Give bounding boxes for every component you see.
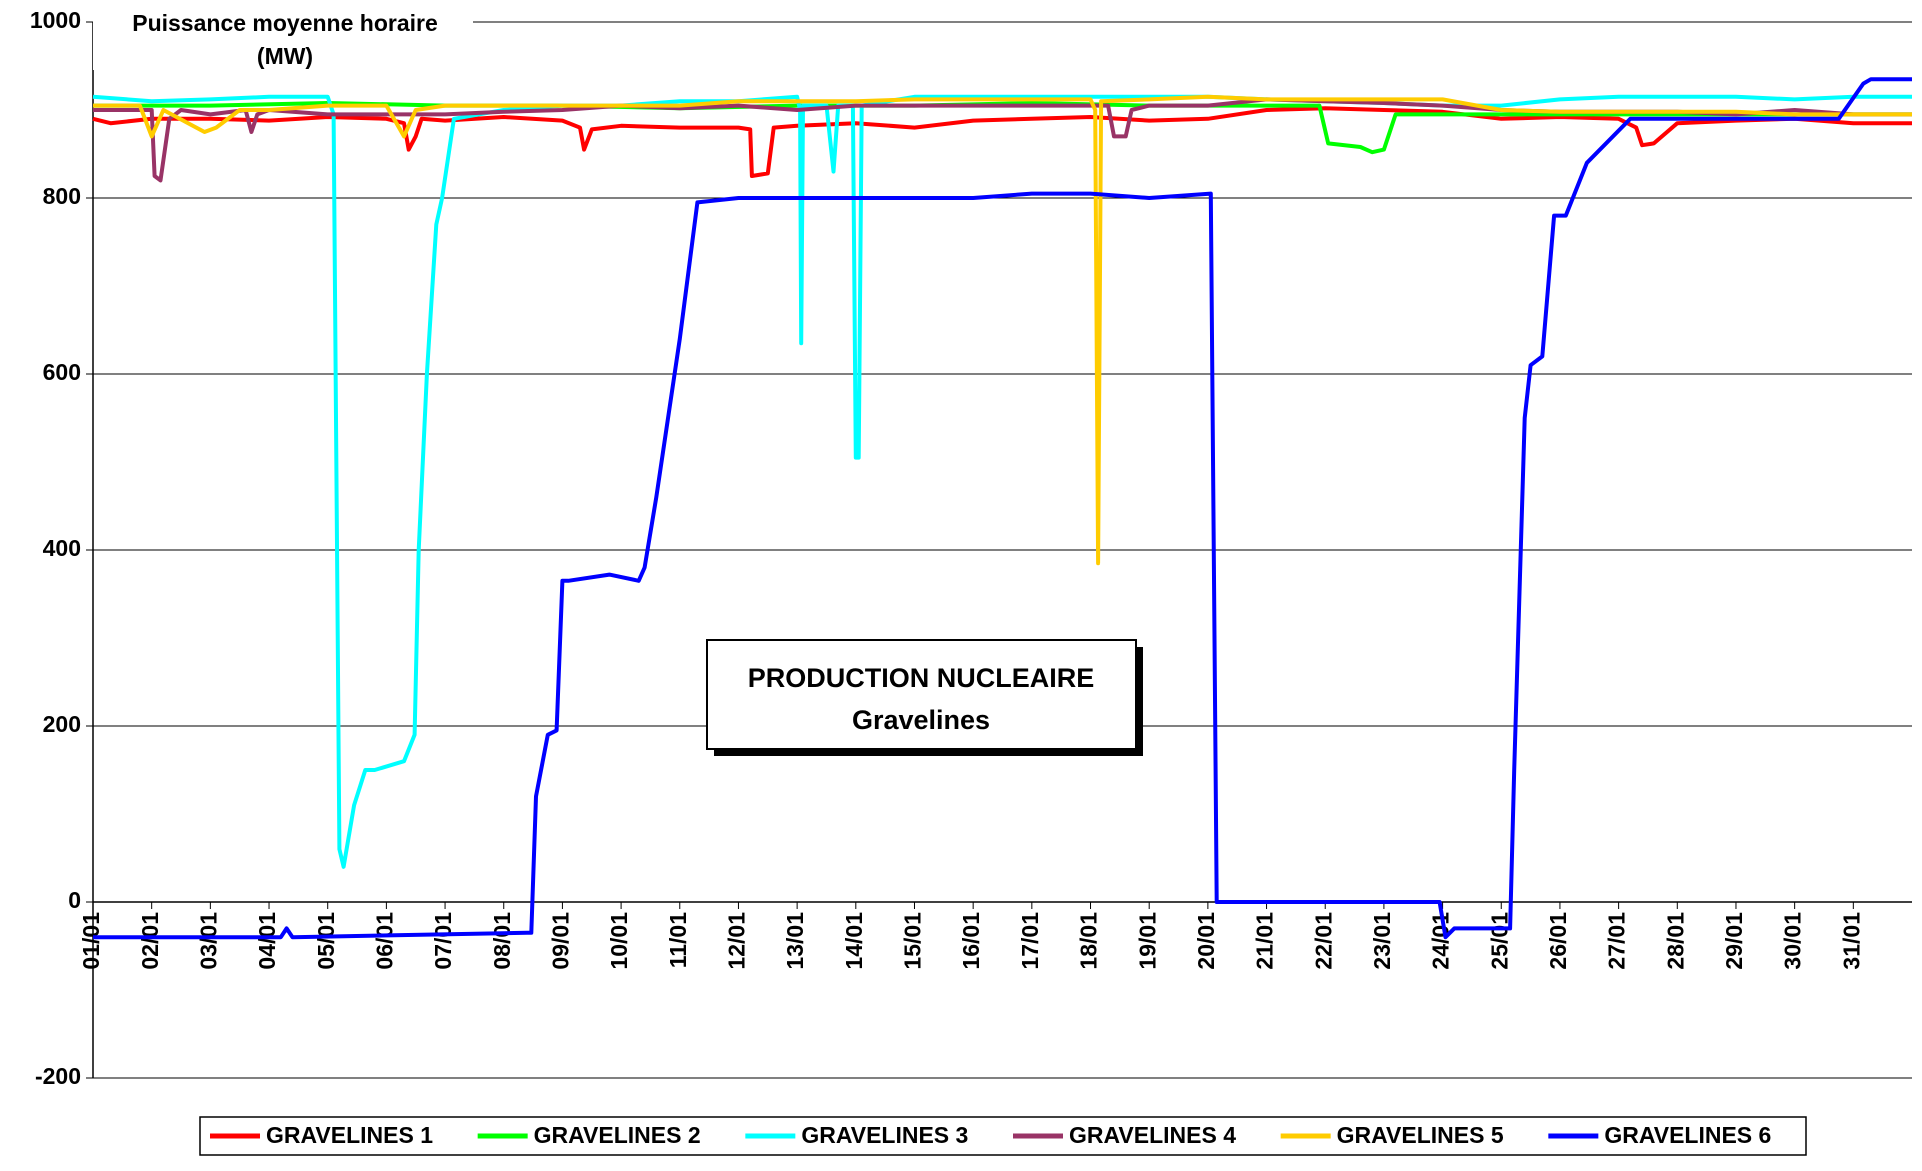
x-tick-label: 08/01 (489, 912, 515, 970)
x-tick-label: 06/01 (371, 912, 397, 970)
legend-label: GRAVELINES 4 (1069, 1122, 1236, 1148)
x-tick-label: 14/01 (841, 912, 867, 970)
y-tick-label: -200 (35, 1063, 81, 1089)
legend-label: GRAVELINES 3 (801, 1122, 968, 1148)
lines (92, 77, 1912, 940)
series-line (93, 94, 1912, 566)
x-tick-label: 12/01 (724, 912, 750, 970)
x-tick-label: 24/01 (1428, 912, 1454, 970)
x-tick-label: 11/01 (665, 912, 691, 968)
annotation-box (706, 639, 1137, 750)
legend-label: GRAVELINES 6 (1604, 1122, 1771, 1148)
y-tick-label: 0 (68, 887, 81, 913)
x-tick-label: 13/01 (782, 912, 808, 970)
y-tick-label: 200 (43, 711, 81, 737)
x-tick-label: 16/01 (958, 912, 984, 970)
y-axis-unit: (MW) (257, 43, 313, 69)
x-tick-label: 01/01 (78, 912, 104, 970)
x-tick-label: 18/01 (1076, 912, 1102, 970)
x-tick-label: 26/01 (1545, 912, 1571, 970)
x-tick-label: 07/01 (430, 912, 456, 970)
legend-items: GRAVELINES 1 GRAVELINES 2 GRAVELINES 3 GRAV… (210, 1122, 1771, 1148)
x-tick-label: 29/01 (1721, 912, 1747, 970)
x-tick-label: 30/01 (1780, 912, 1806, 970)
x-tick-label: 23/01 (1369, 912, 1395, 970)
y-axis-label: Puissance moyenne horaire (132, 10, 438, 36)
x-tick-label: 09/01 (547, 912, 573, 970)
x-tick-label: 22/01 (1310, 912, 1336, 970)
x-tick-label: 05/01 (313, 912, 339, 970)
annotation-subtitle: Gravelines (852, 705, 990, 735)
x-tick-label: 21/01 (1252, 912, 1278, 970)
x-tick-label: 27/01 (1604, 912, 1630, 970)
legend-label: GRAVELINES 5 (1337, 1122, 1504, 1148)
legend-label: GRAVELINES 1 (266, 1122, 433, 1148)
axis-title-bg (93, 10, 473, 70)
x-tick-label: 03/01 (195, 912, 221, 970)
legend (199, 1116, 1807, 1156)
x-tick-label: 04/01 (254, 912, 280, 970)
x-tick-label: 10/01 (606, 912, 632, 970)
legend-label: GRAVELINES 2 (534, 1122, 701, 1148)
x-tick-label: 28/01 (1662, 912, 1688, 970)
x-tick-label: 19/01 (1134, 912, 1160, 970)
y-tick-label: 400 (43, 535, 81, 561)
y-tick-label: 800 (43, 183, 81, 209)
annotation-title: PRODUCTION NUCLEAIRE (748, 663, 1095, 693)
x-tick-label: 17/01 (1017, 912, 1043, 970)
x-tick-label: 20/01 (1193, 912, 1219, 970)
grid: -200 0 200 400 600 800 1000 01/01 02/01 03/01 04/0… (30, 7, 1912, 1089)
x-tick-label: 02/01 (137, 912, 163, 970)
x-tick-label: 25/01 (1486, 912, 1512, 970)
x-tick-label: 31/01 (1838, 912, 1864, 970)
series-line (93, 77, 1912, 940)
x-tick-label: 15/01 (900, 912, 926, 970)
y-tick-label: 1000 (30, 7, 81, 33)
series-line (92, 106, 1912, 178)
y-tick-label: 600 (43, 359, 81, 385)
